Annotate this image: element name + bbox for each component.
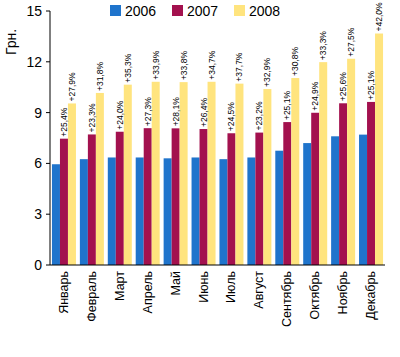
growth-label: +23,3% <box>87 103 97 133</box>
bar <box>80 159 88 265</box>
x-tick-label: Апрель <box>141 271 155 313</box>
bar <box>275 151 283 265</box>
x-tick-label: Июнь <box>197 271 211 303</box>
bar <box>208 82 216 265</box>
bar <box>359 135 367 265</box>
bar <box>68 103 76 265</box>
growth-label: +25,4% <box>59 107 69 137</box>
growth-label: +24,9% <box>310 81 320 111</box>
bar <box>144 128 152 265</box>
bar <box>367 102 375 265</box>
bar <box>311 113 319 265</box>
growth-label: +32,9% <box>262 58 272 88</box>
growth-label: +25,6% <box>338 72 348 102</box>
y-tick <box>46 214 50 215</box>
x-tick-label: Июль <box>224 271 238 303</box>
legend-label: 2006 <box>125 3 156 19</box>
bar <box>96 93 104 265</box>
bar <box>136 157 144 265</box>
bars <box>52 34 383 265</box>
bar <box>263 89 271 265</box>
bar <box>303 143 311 265</box>
legend-label: 2008 <box>249 3 280 19</box>
legend-swatch <box>110 5 121 16</box>
x-tick-label: Ноябрь <box>336 271 350 314</box>
bar <box>108 157 116 265</box>
y-tick <box>46 265 50 266</box>
x-tick-label: Сентябрь <box>280 271 294 327</box>
growth-label: +27,9% <box>67 72 77 102</box>
growth-label: +24,5% <box>226 102 236 132</box>
bar <box>88 134 96 265</box>
growth-label: +33,8% <box>179 51 189 81</box>
bar <box>219 159 227 265</box>
growth-label: +35,3% <box>123 53 133 83</box>
x-tick-label: Август <box>252 271 266 309</box>
bar <box>247 157 255 265</box>
x-tick-label: Март <box>113 271 127 301</box>
growth-label: +27,5% <box>346 27 356 57</box>
y-tick-label: 3 <box>34 206 42 222</box>
y-tick <box>46 163 50 164</box>
bar <box>172 128 180 265</box>
bar <box>283 122 291 265</box>
y-tick <box>46 112 50 113</box>
growth-label: +28,1% <box>171 97 181 127</box>
growth-label: +42,0% <box>374 2 384 32</box>
y-axis-label: Грн. <box>3 29 19 55</box>
bar <box>192 157 200 265</box>
growth-label: +37,7% <box>234 52 244 82</box>
y-tick-label: 0 <box>34 257 42 273</box>
bar <box>116 132 124 265</box>
bar <box>124 85 132 265</box>
bar <box>164 158 172 265</box>
y-tick-label: 6 <box>34 155 42 171</box>
growth-labels: +25,4% +23,3% +24,0% +27,3% +28,1% +26,4% +24,… <box>59 2 384 137</box>
bar <box>375 34 383 265</box>
bar <box>291 78 299 265</box>
growth-label: +34,7% <box>207 50 217 80</box>
y-tick-label: 12 <box>26 54 42 70</box>
growth-label: +27,3% <box>143 97 153 127</box>
bar <box>180 82 188 265</box>
bar <box>60 139 68 265</box>
x-tick-label: Январь <box>57 271 71 314</box>
growth-label: +31,8% <box>95 61 105 91</box>
legend-swatch <box>172 5 183 16</box>
growth-label: +24,0% <box>115 100 125 130</box>
bar <box>227 133 235 265</box>
bar <box>52 164 60 265</box>
y-tick-label: 15 <box>26 3 42 19</box>
bar <box>331 136 339 265</box>
growth-label: +25,1% <box>366 70 376 100</box>
bar <box>347 59 355 265</box>
bar <box>235 84 243 265</box>
growth-label: +26,4% <box>199 98 209 128</box>
chart: +25,4% +23,3% +24,0% +27,3% +28,1% +26,4% +24,… <box>0 0 400 357</box>
growth-label: +30,8% <box>290 47 300 77</box>
bar <box>255 133 263 265</box>
x-tick-label: Декабрь <box>364 271 378 320</box>
growth-label: +23,2% <box>254 101 264 131</box>
legend: 2006 2007 2008 <box>110 3 280 19</box>
x-tick-label: Октябрь <box>308 271 322 319</box>
growth-label: +33,3% <box>318 31 328 61</box>
bar <box>339 103 347 265</box>
x-axis <box>50 265 385 266</box>
x-tick-label: Февраль <box>85 271 99 322</box>
legend-label: 2007 <box>187 3 218 19</box>
growth-label: +25,1% <box>282 91 292 121</box>
growth-label: +33,9% <box>151 50 161 80</box>
x-tick-label: Май <box>169 271 183 296</box>
y-axis <box>50 11 51 265</box>
y-tick <box>46 61 50 62</box>
y-tick <box>46 11 50 12</box>
bar <box>152 82 160 265</box>
y-tick-label: 9 <box>34 105 42 121</box>
legend-swatch <box>234 5 245 16</box>
bar <box>319 62 327 265</box>
bar <box>200 129 208 265</box>
